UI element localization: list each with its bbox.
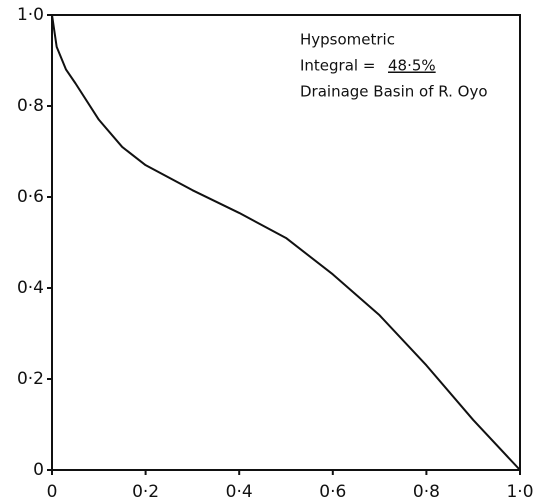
annotation: Drainage Basin of R. Oyo xyxy=(300,83,488,101)
y-tick-label: 0·8 xyxy=(17,96,44,116)
annotation: Hypsometric xyxy=(300,31,395,49)
y-tick-label: 0 xyxy=(33,460,44,480)
y-tick-label: 1·0 xyxy=(17,5,44,25)
y-tick-label: 0·2 xyxy=(17,369,44,389)
y-tick-label: 0·4 xyxy=(17,278,44,298)
x-tick-label: 0·4 xyxy=(226,482,253,502)
x-tick-label: 0 xyxy=(47,482,58,502)
annotation: 48·5% xyxy=(388,57,436,75)
x-tick-label: 0·6 xyxy=(319,482,346,502)
annotation: Integral = xyxy=(300,57,375,75)
y-tick-label: 0·6 xyxy=(17,187,44,207)
data-line xyxy=(51,14,521,471)
plot-frame xyxy=(51,14,521,471)
x-tick-label: 0·8 xyxy=(413,482,440,502)
x-tick-label: 0·2 xyxy=(132,482,159,502)
x-tick-label: 1·0 xyxy=(506,482,533,502)
